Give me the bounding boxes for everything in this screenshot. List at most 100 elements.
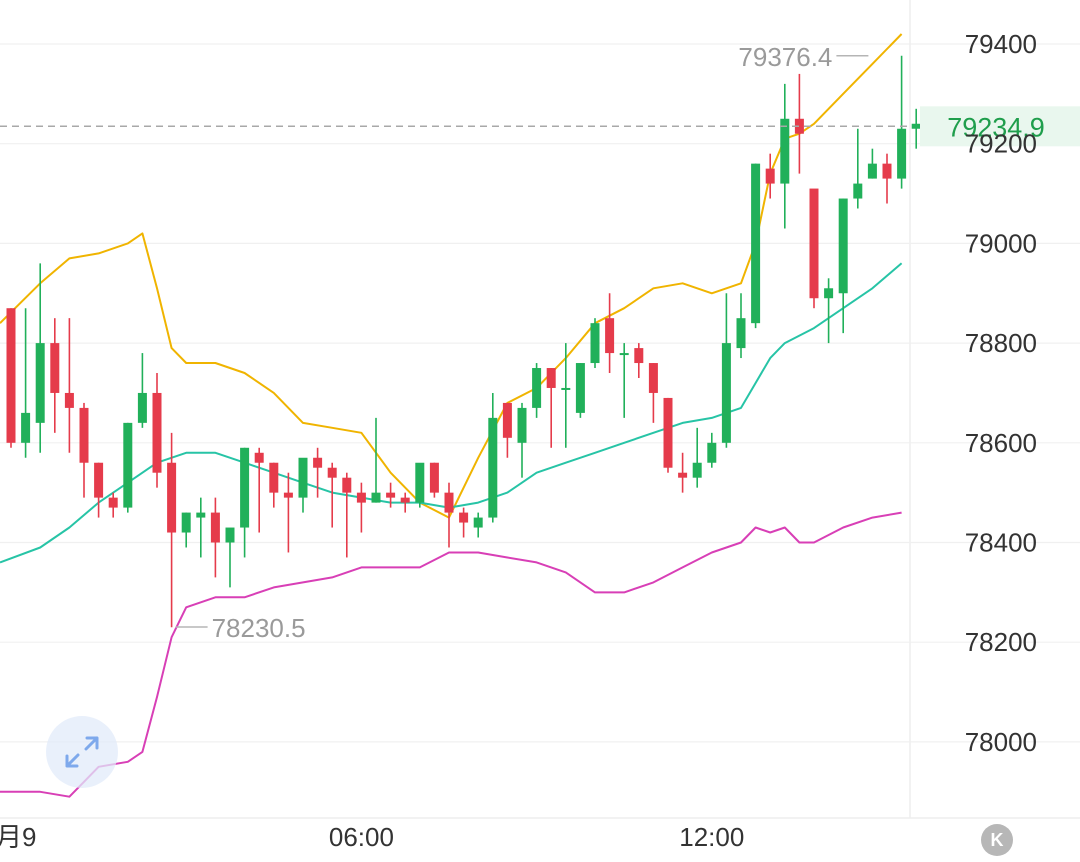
candle (50, 318, 60, 433)
candle-body (94, 462, 104, 498)
candle (882, 153, 892, 204)
candle-body (283, 492, 293, 498)
candle (473, 512, 483, 538)
candle-body (225, 527, 235, 543)
candle-body (721, 343, 731, 443)
high-price-label: 79376.4 (738, 42, 832, 72)
candle-body (707, 442, 717, 463)
candle (648, 363, 658, 423)
x-tick-label: 06:00 (329, 822, 394, 852)
candle (838, 198, 848, 334)
candle (64, 318, 74, 453)
candle-body (386, 492, 396, 498)
candle (137, 353, 147, 428)
candle-body (64, 392, 74, 408)
candle (400, 492, 410, 513)
current-price-badge (920, 106, 1080, 147)
candle-body (123, 422, 133, 508)
candle (283, 472, 293, 553)
candle (561, 343, 571, 448)
candle (123, 422, 133, 513)
candle (240, 447, 250, 558)
candles (6, 55, 921, 628)
candle-body (867, 163, 877, 179)
candle-body (502, 402, 512, 438)
candle-body (400, 497, 410, 503)
candle (663, 397, 673, 473)
candle-body (575, 363, 585, 413)
middle-band-line (0, 262, 903, 564)
candle (6, 308, 16, 448)
candle (152, 373, 162, 488)
candle-body (254, 452, 264, 463)
candle-body (371, 492, 381, 503)
candle (590, 318, 600, 369)
candle (342, 472, 352, 558)
lower-band-line (0, 511, 902, 798)
candle-body (459, 512, 469, 523)
x-tick-label: 12:00 (679, 822, 744, 852)
kline-icon[interactable]: K (981, 824, 1013, 856)
candle (780, 83, 790, 229)
candle-body (853, 183, 863, 199)
candle (517, 402, 527, 478)
candle (853, 128, 863, 209)
x-tick-label: 月9 (0, 822, 36, 852)
grid-lines (0, 0, 1080, 819)
candle-body (794, 118, 804, 134)
candle (488, 392, 498, 523)
candle (707, 432, 717, 468)
candle (313, 447, 323, 498)
candle-body (882, 163, 892, 179)
candle (79, 402, 89, 498)
candle-body (663, 397, 673, 468)
candle (459, 507, 469, 538)
candle (356, 482, 366, 533)
candle-body (181, 512, 191, 533)
candle (167, 432, 177, 628)
candle (546, 368, 556, 448)
upper-band-line (0, 33, 903, 519)
candle-body (79, 407, 89, 463)
y-tick-label: 78600 (965, 428, 1037, 458)
candle-body (50, 343, 60, 393)
candle-body (313, 457, 323, 468)
candle-body (210, 512, 220, 543)
candle-body (619, 353, 629, 356)
candle (181, 512, 191, 548)
candle (269, 462, 279, 508)
candle (210, 497, 220, 578)
candle-body (605, 318, 615, 354)
candle-body (298, 457, 308, 498)
candle-body (342, 477, 352, 493)
candle (897, 55, 907, 189)
candle (765, 153, 775, 199)
candle-body (444, 492, 454, 513)
candle-body (838, 198, 848, 294)
candle (371, 417, 381, 503)
candle (692, 427, 702, 488)
candle (225, 527, 235, 588)
y-tick-label: 79400 (965, 29, 1037, 59)
candle (386, 482, 396, 508)
candle-body (765, 168, 775, 184)
candle (415, 462, 425, 508)
candle-body (561, 387, 571, 390)
candle-body (269, 462, 279, 493)
candle (444, 482, 454, 548)
candle-body (634, 348, 644, 364)
candle-body (137, 392, 147, 423)
candle-body (240, 447, 250, 528)
y-tick-label: 78800 (965, 328, 1037, 358)
candle-body (108, 497, 118, 508)
candle-body (780, 118, 790, 184)
candle-body (429, 462, 439, 493)
candle (327, 462, 337, 528)
candle-body (546, 368, 556, 388)
expand-button[interactable] (46, 716, 118, 788)
bollinger-bands (0, 33, 903, 798)
candle (532, 363, 542, 418)
y-axis: 79400 79200 79000 78800 78600 78400 78200 78000 (965, 29, 1037, 757)
candle (794, 73, 804, 174)
